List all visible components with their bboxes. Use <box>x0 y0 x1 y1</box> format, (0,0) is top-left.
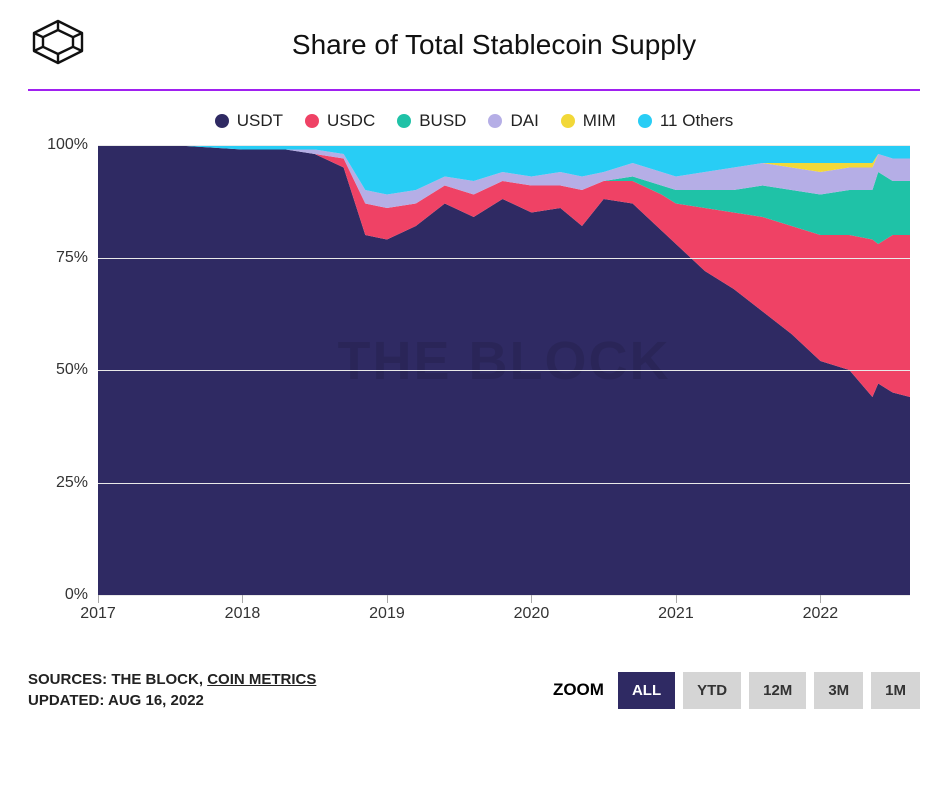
source-1: THE BLOCK <box>111 671 199 688</box>
updated-date: AUG 16, 2022 <box>108 692 204 709</box>
gridline <box>98 483 910 484</box>
legend-label: DAI <box>510 111 538 131</box>
x-tick <box>387 595 388 603</box>
y-axis-label: 75% <box>36 249 88 267</box>
footer: SOURCES: THE BLOCK, COIN METRICS UPDATED… <box>28 669 920 711</box>
zoom-button-ytd[interactable]: YTD <box>683 672 741 709</box>
logo <box>28 18 100 71</box>
legend-dot-icon <box>638 114 652 128</box>
legend-dot-icon <box>397 114 411 128</box>
x-tick <box>676 595 677 603</box>
legend-item[interactable]: USDT <box>215 111 283 131</box>
x-tick <box>242 595 243 603</box>
x-axis-label: 2020 <box>514 605 550 623</box>
legend-dot-icon <box>561 114 575 128</box>
zoom-button-row: ALLYTD12M3M1M <box>618 672 920 709</box>
zoom-button-1m[interactable]: 1M <box>871 672 920 709</box>
legend: USDT USDC BUSD DAI MIM 11 Others <box>28 111 920 131</box>
legend-item[interactable]: 11 Others <box>638 111 733 131</box>
plot-region: THE BLOCK 0%25%50%75%100% <box>98 145 910 595</box>
x-axis-labels: 201720182019202020212022 <box>98 605 910 635</box>
updated-prefix: UPDATED: <box>28 692 108 709</box>
x-tick <box>820 595 821 603</box>
x-tick <box>531 595 532 603</box>
x-axis-label: 2017 <box>80 605 116 623</box>
gridline <box>98 145 910 146</box>
y-axis-label: 100% <box>36 136 88 154</box>
legend-label: 11 Others <box>660 111 733 131</box>
zoom-label: ZOOM <box>553 680 604 700</box>
source-2-link[interactable]: COIN METRICS <box>207 671 316 688</box>
y-axis-label: 25% <box>36 474 88 492</box>
legend-item[interactable]: BUSD <box>397 111 466 131</box>
legend-label: USDT <box>237 111 283 131</box>
gridline <box>98 595 910 596</box>
x-tick <box>98 595 99 603</box>
legend-label: USDC <box>327 111 375 131</box>
header: Share of Total Stablecoin Supply <box>28 18 920 89</box>
zoom-controls: ZOOM ALLYTD12M3M1M <box>553 672 920 709</box>
gridline <box>98 370 910 371</box>
zoom-button-all[interactable]: ALL <box>618 672 675 709</box>
y-axis-label: 50% <box>36 361 88 379</box>
zoom-button-12m[interactable]: 12M <box>749 672 806 709</box>
y-axis-label: 0% <box>36 586 88 604</box>
legend-dot-icon <box>215 114 229 128</box>
x-axis-label: 2019 <box>369 605 405 623</box>
legend-dot-icon <box>305 114 319 128</box>
x-axis-label: 2021 <box>658 605 694 623</box>
sources-text: SOURCES: THE BLOCK, COIN METRICS UPDATED… <box>28 669 316 711</box>
zoom-button-3m[interactable]: 3M <box>814 672 863 709</box>
chart-title: Share of Total Stablecoin Supply <box>140 29 848 61</box>
x-axis-label: 2018 <box>225 605 261 623</box>
gridline <box>98 258 910 259</box>
legend-item[interactable]: DAI <box>488 111 538 131</box>
legend-label: MIM <box>583 111 616 131</box>
title-divider <box>28 89 920 91</box>
x-axis-label: 2022 <box>803 605 839 623</box>
legend-dot-icon <box>488 114 502 128</box>
legend-label: BUSD <box>419 111 466 131</box>
sources-prefix: SOURCES: <box>28 671 111 688</box>
legend-item[interactable]: MIM <box>561 111 616 131</box>
legend-item[interactable]: USDC <box>305 111 375 131</box>
chart-area: THE BLOCK 0%25%50%75%100% 20172018201920… <box>98 145 910 645</box>
